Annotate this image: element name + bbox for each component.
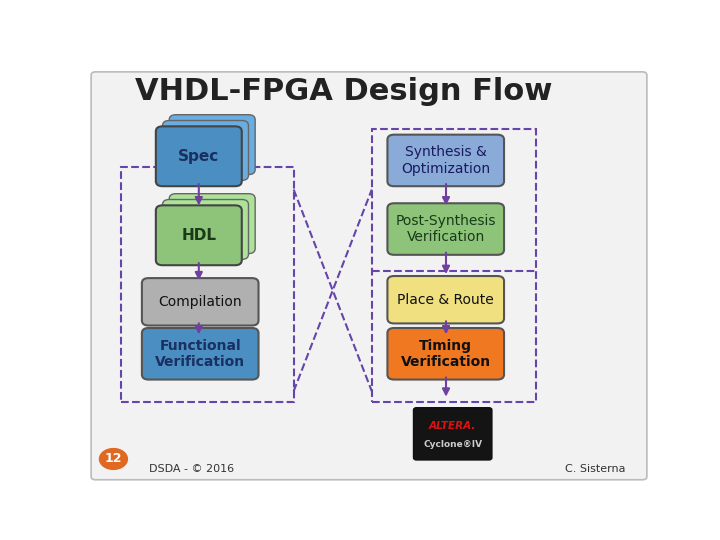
Text: C. Sisterna: C. Sisterna: [565, 464, 626, 474]
Bar: [372, 129, 536, 402]
FancyBboxPatch shape: [169, 194, 255, 254]
FancyBboxPatch shape: [142, 328, 258, 380]
Text: Compilation: Compilation: [158, 295, 242, 309]
Text: DSDA - © 2016: DSDA - © 2016: [148, 464, 234, 474]
Text: ALTERA.: ALTERA.: [429, 421, 477, 431]
Text: Spec: Spec: [178, 149, 220, 164]
FancyBboxPatch shape: [387, 328, 504, 380]
Bar: [121, 167, 294, 402]
Text: Functional
Verification: Functional Verification: [155, 339, 246, 369]
Text: Synthesis &
Optimization: Synthesis & Optimization: [401, 145, 490, 176]
Text: VHDL-FPGA Design Flow: VHDL-FPGA Design Flow: [135, 77, 552, 106]
Text: HDL: HDL: [181, 228, 216, 243]
Circle shape: [99, 449, 127, 469]
Text: Post-Synthesis
Verification: Post-Synthesis Verification: [395, 214, 496, 244]
Text: Timing
Verification: Timing Verification: [400, 339, 491, 369]
FancyBboxPatch shape: [142, 278, 258, 326]
FancyBboxPatch shape: [163, 199, 248, 259]
FancyBboxPatch shape: [413, 408, 492, 460]
FancyBboxPatch shape: [163, 120, 248, 180]
Text: 12: 12: [104, 453, 122, 465]
FancyBboxPatch shape: [169, 114, 255, 174]
FancyBboxPatch shape: [387, 203, 504, 255]
Text: Place & Route: Place & Route: [397, 293, 494, 307]
FancyBboxPatch shape: [387, 134, 504, 186]
FancyBboxPatch shape: [387, 276, 504, 323]
FancyBboxPatch shape: [156, 126, 242, 186]
FancyBboxPatch shape: [156, 205, 242, 265]
FancyBboxPatch shape: [91, 72, 647, 480]
Text: Cyclone®IV: Cyclone®IV: [423, 440, 482, 449]
